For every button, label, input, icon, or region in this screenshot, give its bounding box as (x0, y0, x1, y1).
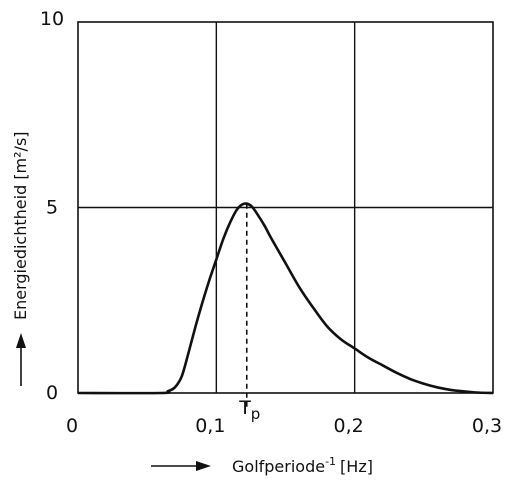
y-axis-label: Energiedichtheid [m²/s] (11, 131, 30, 320)
x-axis-label-main: Golfperiode (232, 457, 325, 476)
x-tick-label: 0,3 (472, 415, 502, 437)
y-tick-label: 0 (46, 382, 58, 404)
x-tick-label: 0 (66, 415, 78, 437)
y-axis-label-group: Energiedichtheid [m²/s] (11, 131, 30, 386)
peak-label-sub: p (251, 405, 261, 423)
energy-density-curve (77, 202, 494, 395)
peak-label-main: T (238, 397, 251, 419)
x-axis-label-unit: [Hz] (340, 457, 373, 476)
x-tick-labels: 0 0,1 0,2 0,3 (66, 415, 502, 437)
y-tick-labels: 0 5 10 (40, 8, 64, 404)
x-axis-label: Golfperiode-1 [Hz] (232, 455, 373, 476)
y-tick-label: 5 (46, 197, 58, 219)
x-axis-label-group: Golfperiode-1 [Hz] (151, 455, 373, 476)
x-tick-label: 0,1 (195, 415, 225, 437)
x-axis-arrow-head (196, 461, 211, 471)
peak-period-label: Tp (238, 397, 260, 423)
x-tick-label: 0,2 (334, 415, 364, 437)
y-axis-arrow-head (16, 333, 26, 348)
y-tick-label: 10 (40, 8, 64, 30)
grid (78, 22, 493, 393)
x-axis-label-sup: -1 (325, 455, 336, 468)
